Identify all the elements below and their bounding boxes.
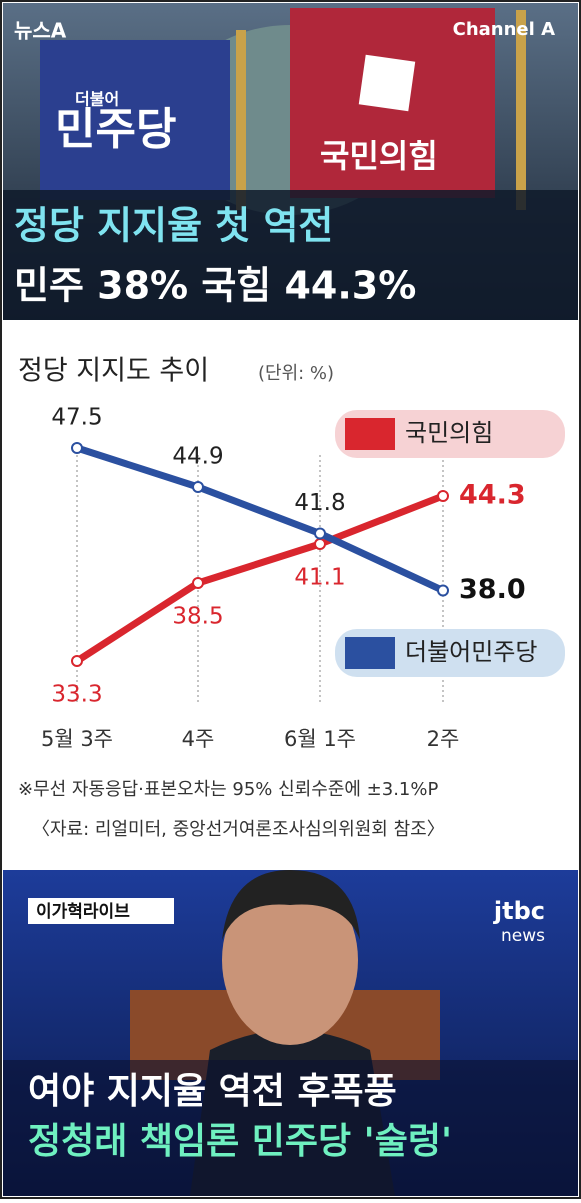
legend-swatch: [345, 418, 395, 450]
banner-text: 국민의힘: [320, 137, 438, 175]
point: [437, 490, 449, 502]
data-label: 41.1: [294, 565, 345, 591]
data-label: 47.5: [51, 405, 102, 431]
logo: 뉴스A: [14, 19, 67, 43]
chart-title: 정당 지지도 추이: [18, 356, 209, 387]
series-line: [73, 444, 447, 594]
hair: [222, 870, 360, 940]
bottom-image: 이가혁라이브 jtbc news 여야 지지율 역전 후폭풍 정청래 책임론 민…: [3, 870, 578, 1196]
point: [192, 481, 204, 493]
banner-blue: [40, 40, 230, 200]
chart-subtitle: (단위: %): [258, 363, 334, 384]
top-image: 뉴스A Channel A 더불어 민주당 국민의힘 정당 지지율 첫 역전 민…: [3, 3, 578, 320]
headline: 정청래 책임론 민주당 '술렁': [28, 1121, 452, 1162]
logo: jtbc: [493, 897, 545, 925]
banner-text: 더불어: [75, 90, 119, 109]
banner-text: 민주당: [55, 104, 176, 155]
point: [71, 655, 83, 667]
data-label: 38.0: [459, 574, 526, 605]
icon: [358, 54, 416, 112]
note: ※무선 자동응답·표본오차는 95% 신뢰수준에 ±3.1%P: [18, 779, 438, 800]
data-label: 38.5: [172, 604, 223, 630]
data-label: 41.8: [294, 490, 345, 516]
x-tick-label: 6월 1주: [284, 727, 356, 751]
x-tick-label: 5월 3주: [41, 727, 113, 751]
tag-bg: [28, 898, 174, 924]
legend-label: 국민의힘: [405, 419, 493, 447]
caption-bg: [3, 1060, 578, 1196]
x-tick-label: 4주: [182, 727, 215, 751]
point: [314, 538, 326, 550]
headline: 정당 지지율 첫 역전: [14, 204, 333, 248]
legend-swatch: [345, 637, 395, 669]
point: [314, 527, 326, 540]
x-tick-label: 2주: [427, 727, 460, 751]
logo: news: [501, 926, 545, 946]
point: [192, 577, 204, 589]
tag: 이가혁라이브: [36, 901, 130, 922]
pole: [236, 30, 246, 210]
series-line: [73, 492, 447, 665]
caption-bg: [3, 190, 578, 320]
logo: Channel A: [453, 19, 555, 40]
point: [437, 584, 449, 597]
point: [71, 442, 83, 454]
note: 〈자료: 리얼미터, 중앙선거여론조사심의위원회 참조〉: [32, 819, 445, 840]
headline: 여야 지지율 역전 후폭풍: [28, 1071, 397, 1112]
face: [222, 875, 358, 1045]
data-label: 44.3: [459, 480, 526, 511]
legend-label: 더불어민주당: [405, 638, 537, 666]
data-label: 33.3: [51, 682, 102, 708]
data-label: 44.9: [172, 444, 223, 470]
pole: [516, 10, 526, 210]
headline: 민주 38% 국힘 44.3%: [14, 264, 416, 308]
